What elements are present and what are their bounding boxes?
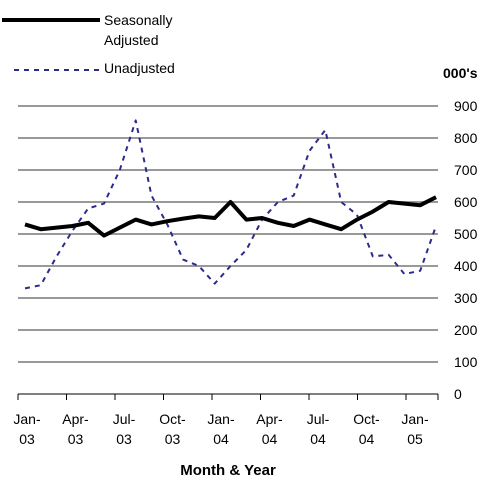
series-line-unadjusted xyxy=(24,119,437,290)
y-tick-label-0: 0 xyxy=(454,386,462,402)
y-tick-label-600: 600 xyxy=(454,194,478,210)
x-tick-label-8-year: 05 xyxy=(407,431,423,447)
unit-label: 000's xyxy=(443,65,478,81)
y-tick-label-500: 500 xyxy=(454,226,478,242)
x-axis-ticks: Jan- 03 Apr- 03 Jul- 03 Oct- 03 Jan- 04 Apr- 04 Jul-… xyxy=(13,394,439,447)
legend: Seasonally Adjusted Unadjusted xyxy=(2,12,175,76)
x-tick-label-4-month: Jan- xyxy=(207,411,235,427)
x-tick-label-4-year: 04 xyxy=(213,431,229,447)
y-tick-label-200: 200 xyxy=(454,322,478,338)
x-tick-label-3-year: 03 xyxy=(165,431,181,447)
x-tick-label-7-year: 04 xyxy=(359,431,375,447)
x-tick-label-0-year: 03 xyxy=(19,431,35,447)
x-tick-label-6-month: Jul- xyxy=(307,411,330,427)
series-line-seasonally-adjusted xyxy=(24,195,437,238)
series-lines xyxy=(24,119,437,290)
legend-label-seasonally-adjusted-line2: Adjusted xyxy=(104,32,158,48)
legend-label-unadjusted: Unadjusted xyxy=(104,60,175,76)
y-tick-label-900: 900 xyxy=(454,98,478,114)
x-tick-label-1-month: Apr- xyxy=(62,411,89,427)
x-tick-label-5-month: Apr- xyxy=(256,411,283,427)
x-tick-label-1-year: 03 xyxy=(68,431,84,447)
y-axis-ticks: 0 100 200 300 400 500 600 700 800 900 xyxy=(454,98,478,402)
x-tick-label-2-year: 03 xyxy=(116,431,132,447)
y-tick-label-700: 700 xyxy=(454,162,478,178)
x-tick-label-8-month: Jan- xyxy=(401,411,429,427)
x-tick-label-7-month: Oct- xyxy=(353,411,380,427)
gridlines xyxy=(18,105,438,363)
x-tick-label-5-year: 04 xyxy=(262,431,278,447)
legend-label-seasonally-adjusted-line1: Seasonally xyxy=(104,12,173,28)
x-axis-title: Month & Year xyxy=(180,462,276,479)
y-tick-label-400: 400 xyxy=(454,258,478,274)
x-tick-label-3-month: Oct- xyxy=(159,411,186,427)
y-tick-label-300: 300 xyxy=(454,290,478,306)
x-tick-label-6-year: 04 xyxy=(310,431,326,447)
x-tick-label-2-month: Jul- xyxy=(113,411,136,427)
x-tick-label-0-month: Jan- xyxy=(13,411,41,427)
y-tick-label-800: 800 xyxy=(454,130,478,146)
y-tick-label-100: 100 xyxy=(454,354,478,370)
